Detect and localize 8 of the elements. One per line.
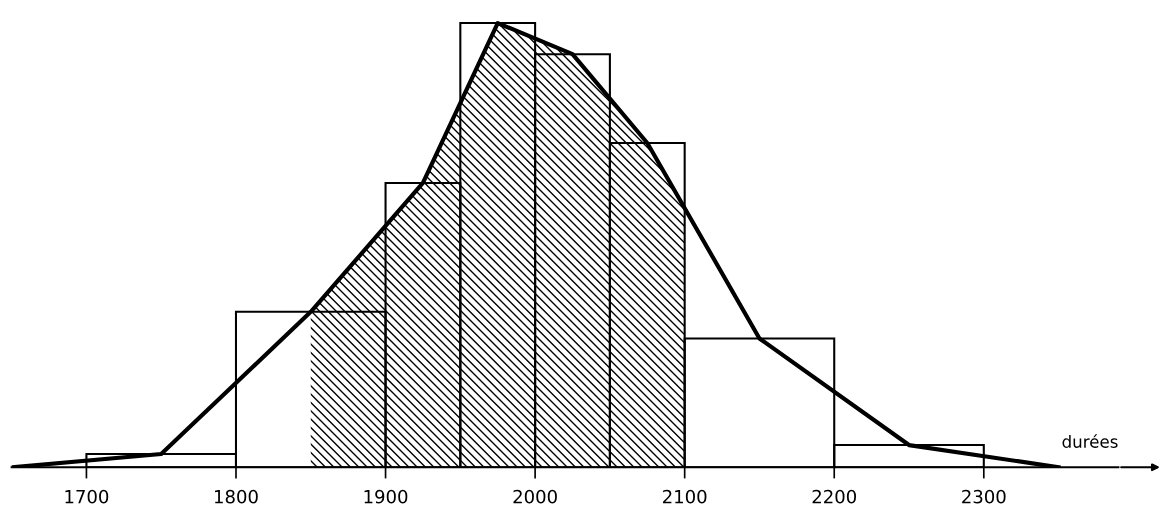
x-tick-label: 2300: [962, 489, 1006, 504]
x-tick-label: 1700: [65, 489, 109, 504]
x-tick-label: 2100: [663, 489, 707, 504]
x-tick-label: 2000: [513, 489, 557, 504]
x-tick-label: 1800: [215, 489, 258, 504]
x-axis-title: durées: [1062, 434, 1118, 448]
x-tick-label: 2200: [812, 489, 857, 504]
x-tick-label: 1900: [364, 489, 408, 504]
